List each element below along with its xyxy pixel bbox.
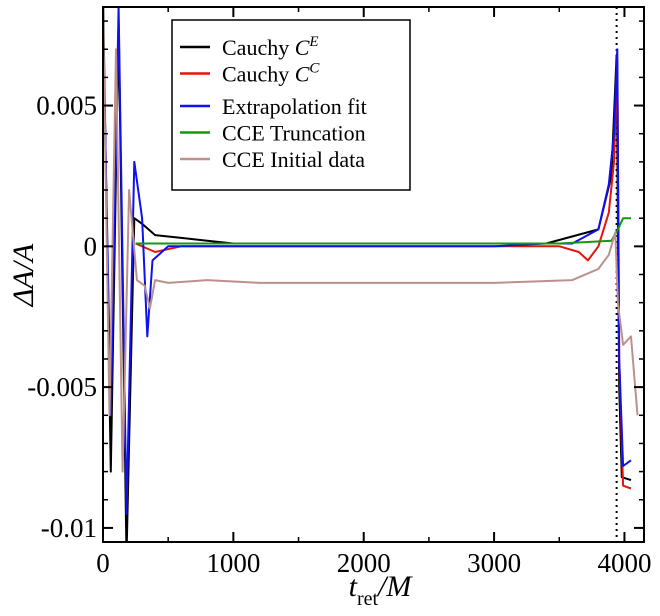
- legend-box: [171, 19, 411, 191]
- y-tick-label: -0.005: [27, 372, 97, 402]
- legend-label: CCE Truncation: [222, 121, 366, 146]
- legend-label: Cauchy CC: [222, 61, 320, 87]
- series-line-5: [103, 7, 639, 473]
- series-line-3: [103, 7, 632, 515]
- legend-label: Cauchy CE: [222, 34, 319, 60]
- y-tick-label: 0.005: [36, 91, 97, 121]
- x-tick-label: 1000: [206, 548, 260, 578]
- y-tick-label: -0.01: [41, 513, 97, 543]
- y-tick-label: 0: [84, 231, 98, 261]
- series-line-4: [135, 217, 631, 245]
- x-axis-title-sub: ret: [357, 588, 379, 610]
- legend-label: CCE Initial data: [222, 147, 365, 172]
- legend-label: Extrapolation fit: [222, 94, 367, 119]
- x-axis-title-main: t: [349, 570, 358, 603]
- x-tick-label: 4000: [597, 548, 651, 578]
- y-axis-title: ΔA/A: [7, 243, 40, 307]
- x-axis: 0 1000 2000 3000 4000: [96, 7, 651, 578]
- x-tick-label: 0: [96, 548, 110, 578]
- plot-frame: [102, 6, 645, 543]
- y-axis: -0.01 -0.005 0 0.005: [27, 20, 644, 543]
- x-tick-label: 3000: [467, 548, 521, 578]
- x-axis-title-suffix: /M: [376, 570, 413, 603]
- x-tick-label: 2000: [337, 548, 391, 578]
- x-axis-title: tret/M: [349, 570, 414, 610]
